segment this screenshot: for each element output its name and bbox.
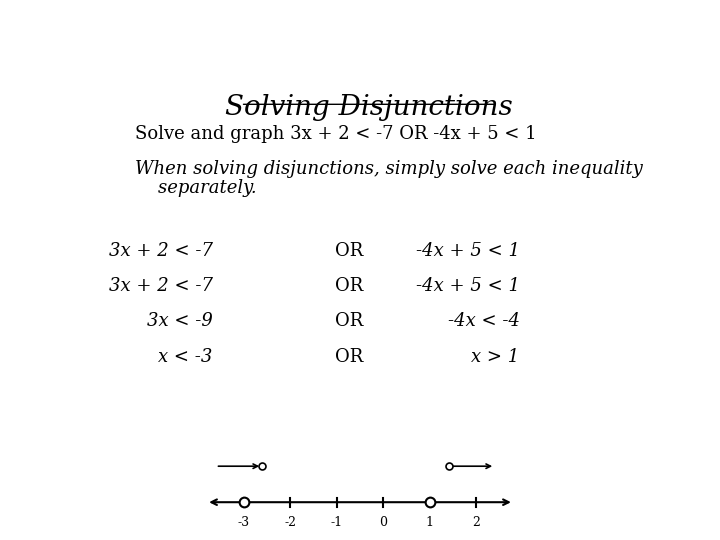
Text: OR: OR <box>336 241 364 260</box>
Text: OR: OR <box>336 277 364 295</box>
Text: -1: -1 <box>330 516 343 529</box>
Text: x > 1: x > 1 <box>472 348 520 366</box>
Text: Solving Disjunctions: Solving Disjunctions <box>225 94 513 121</box>
Text: When solving disjunctions, simply solve each inequality: When solving disjunctions, simply solve … <box>135 160 642 178</box>
Text: -3: -3 <box>238 516 250 529</box>
Text: 2: 2 <box>472 516 480 529</box>
Text: OR: OR <box>336 348 364 366</box>
Text: -4x + 5 < 1: -4x + 5 < 1 <box>415 241 520 260</box>
Text: separately.: separately. <box>135 179 256 197</box>
Text: -4x < -4: -4x < -4 <box>448 312 520 330</box>
Text: Solve and graph 3x + 2 < -7 OR -4x + 5 < 1: Solve and graph 3x + 2 < -7 OR -4x + 5 <… <box>135 125 536 143</box>
Text: 3x < -9: 3x < -9 <box>147 312 213 330</box>
Text: 0: 0 <box>379 516 387 529</box>
Text: 1: 1 <box>426 516 434 529</box>
Text: 3x + 2 < -7: 3x + 2 < -7 <box>109 241 213 260</box>
Text: x < -3: x < -3 <box>158 348 213 366</box>
Text: 3x + 2 < -7: 3x + 2 < -7 <box>109 277 213 295</box>
Text: -2: -2 <box>284 516 296 529</box>
Text: -4x + 5 < 1: -4x + 5 < 1 <box>415 277 520 295</box>
Text: OR: OR <box>336 312 364 330</box>
